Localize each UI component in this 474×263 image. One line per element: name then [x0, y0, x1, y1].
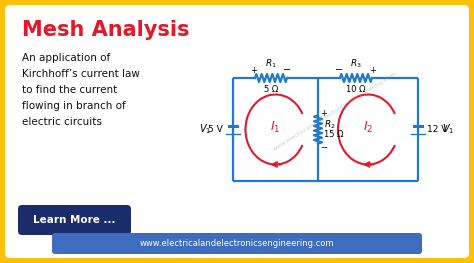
Text: www.electricalandelectronicsengineering.com: www.electricalandelectronicsengineering.… — [272, 70, 398, 151]
Text: 15 Ω: 15 Ω — [324, 130, 344, 139]
Text: An application of
Kirchhoff’s current law
to find the current
flowing in branch : An application of Kirchhoff’s current la… — [22, 53, 140, 127]
Text: $R_1$: $R_1$ — [265, 58, 277, 70]
FancyBboxPatch shape — [5, 5, 469, 258]
Text: 5 V: 5 V — [208, 125, 223, 134]
FancyBboxPatch shape — [18, 205, 131, 235]
Text: $R_3$: $R_3$ — [350, 58, 362, 70]
Text: www.electricalandelectronicsengineering.com: www.electricalandelectronicsengineering.… — [140, 239, 334, 248]
Text: $R_2$: $R_2$ — [324, 118, 336, 131]
Text: Learn More ...: Learn More ... — [33, 215, 115, 225]
Text: +: + — [370, 66, 376, 75]
Text: −: − — [283, 65, 291, 75]
Text: $I_1$: $I_1$ — [270, 120, 281, 135]
Text: 12 V: 12 V — [427, 125, 447, 134]
Text: $I_2$: $I_2$ — [363, 120, 373, 135]
Text: Mesh Analysis: Mesh Analysis — [22, 20, 190, 40]
Text: −: − — [320, 143, 327, 152]
Text: $V_1$: $V_1$ — [442, 123, 454, 136]
FancyBboxPatch shape — [52, 233, 422, 254]
Text: +: + — [320, 109, 327, 118]
Text: 10 Ω: 10 Ω — [346, 85, 366, 94]
Text: +: + — [251, 66, 257, 75]
Text: 5 Ω: 5 Ω — [264, 85, 278, 94]
Text: −: − — [335, 65, 343, 75]
Text: $V_1$: $V_1$ — [199, 123, 211, 136]
